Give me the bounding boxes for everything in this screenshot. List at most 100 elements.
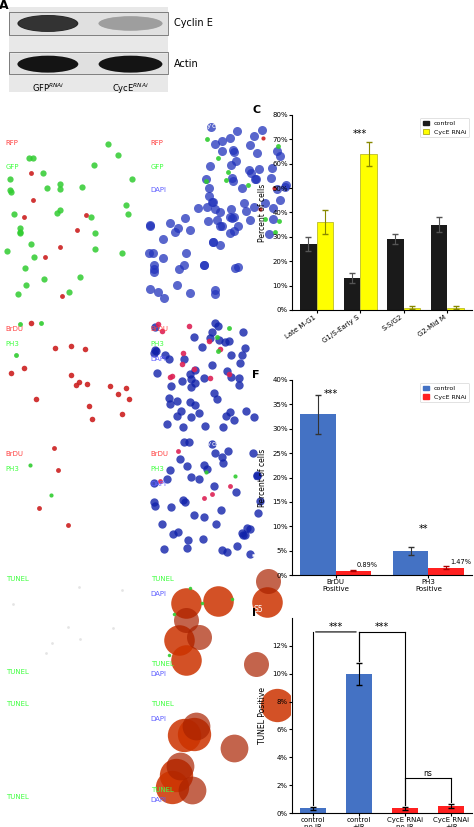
Bar	[431, 225, 447, 310]
Bar	[346, 674, 372, 813]
Text: ***: ***	[324, 390, 338, 399]
Text: **: **	[419, 523, 428, 533]
Text: PH3: PH3	[151, 466, 164, 472]
Legend: control, CycE RNAi: control, CycE RNAi	[420, 118, 469, 137]
Bar	[404, 308, 420, 310]
Text: Actin: Actin	[174, 60, 199, 69]
Text: CycE$^{RNAi}$: CycE$^{RNAi}$	[57, 439, 88, 451]
Ellipse shape	[99, 16, 163, 31]
Text: GFP: GFP	[6, 164, 19, 170]
Bar	[9, 12, 168, 35]
Y-axis label: Percent of cells: Percent of cells	[258, 184, 267, 241]
Bar	[9, 52, 168, 74]
Text: BrDU: BrDU	[6, 326, 24, 332]
Text: B': B'	[151, 121, 160, 130]
Text: GFP$^{RNAi}$: GFP$^{RNAi}$	[32, 81, 64, 93]
Text: S2: S2	[253, 480, 263, 490]
Text: D: D	[6, 313, 13, 323]
Ellipse shape	[19, 16, 77, 31]
Text: S3: S3	[227, 390, 237, 399]
Bar	[447, 308, 464, 310]
Text: DAPI: DAPI	[151, 716, 167, 722]
Text: 0.89%: 0.89%	[357, 562, 378, 568]
Text: TUNEL: TUNEL	[6, 576, 28, 582]
Text: TUNEL: TUNEL	[151, 576, 173, 582]
Text: TUNEL: TUNEL	[6, 701, 28, 707]
Text: S5: S5	[253, 605, 263, 614]
Text: BrDU: BrDU	[6, 452, 24, 457]
Text: ***: ***	[353, 129, 367, 140]
Bar	[428, 568, 464, 575]
Text: DAPI: DAPI	[151, 187, 167, 194]
Text: S5: S5	[253, 730, 263, 739]
Text: Control: Control	[60, 313, 85, 320]
Text: CycE$^{RNAi}$: CycE$^{RNAi}$	[112, 81, 149, 95]
Bar	[9, 12, 168, 35]
Bar	[438, 805, 464, 813]
Bar	[300, 414, 336, 575]
Text: S4: S4	[256, 528, 266, 537]
Text: S5: S5	[227, 243, 237, 252]
Text: S4: S4	[227, 766, 237, 775]
Text: B: B	[6, 121, 13, 130]
Text: CycE$^{RNAi}$: CycE$^{RNAi}$	[202, 689, 233, 701]
Text: TUNEL: TUNEL	[151, 786, 173, 792]
Text: DAPI: DAPI	[151, 796, 167, 802]
Text: S4: S4	[253, 189, 263, 198]
Ellipse shape	[18, 15, 78, 32]
Text: 1.47%: 1.47%	[450, 559, 471, 565]
Text: ns: ns	[424, 769, 433, 778]
Text: TUNEL: TUNEL	[151, 662, 173, 667]
Text: RFP: RFP	[6, 141, 18, 146]
Ellipse shape	[18, 55, 78, 73]
Bar	[344, 279, 360, 310]
Ellipse shape	[99, 17, 163, 31]
Text: Control: Control	[205, 313, 230, 320]
Bar	[387, 239, 404, 310]
Text: ***: ***	[375, 622, 389, 632]
Text: BrDU: BrDU	[151, 326, 169, 332]
Bar	[336, 571, 371, 575]
Text: F: F	[252, 370, 260, 380]
Text: BrDU: BrDU	[151, 452, 169, 457]
Text: CycE$^{RNAi}$: CycE$^{RNAi}$	[202, 121, 233, 133]
Text: E': E'	[151, 439, 160, 447]
Text: G': G'	[151, 564, 161, 573]
Text: S2: S2	[253, 356, 263, 365]
Text: S4: S4	[227, 640, 237, 649]
Text: CycE$^{RNAi}$: CycE$^{RNAi}$	[202, 439, 233, 451]
Bar	[9, 54, 168, 74]
Bar	[317, 222, 333, 310]
Text: PH3: PH3	[6, 342, 20, 347]
Bar	[393, 551, 428, 575]
Text: TUNEL: TUNEL	[151, 701, 173, 707]
Text: DAPI: DAPI	[151, 356, 167, 362]
Text: I: I	[252, 608, 256, 619]
Text: DAPI: DAPI	[151, 591, 167, 597]
Text: PH3: PH3	[151, 342, 164, 347]
Text: GFP: GFP	[151, 164, 164, 170]
Text: TUNEL: TUNEL	[6, 669, 28, 675]
Y-axis label: TUNEL Positive: TUNEL Positive	[258, 687, 267, 744]
Bar	[300, 244, 317, 310]
Text: DAPI: DAPI	[151, 672, 167, 677]
Text: S4: S4	[256, 403, 266, 412]
Text: S3: S3	[227, 515, 237, 524]
Y-axis label: Percent of cells: Percent of cells	[258, 448, 267, 507]
Text: Cyclin E: Cyclin E	[174, 18, 213, 28]
Text: D': D'	[151, 313, 161, 323]
Bar	[300, 808, 326, 813]
Bar	[360, 154, 377, 310]
Text: PH3: PH3	[6, 466, 20, 472]
Text: ***: ***	[329, 622, 343, 632]
Text: TUNEL: TUNEL	[6, 794, 28, 800]
Bar	[15, 13, 81, 34]
Text: Control: Control	[60, 564, 85, 570]
Text: H: H	[6, 689, 13, 698]
Bar	[392, 808, 418, 813]
Bar	[9, 7, 168, 93]
Text: E: E	[6, 439, 12, 447]
Legend: control, CycE RNAi: control, CycE RNAi	[420, 383, 469, 403]
Text: CycE$^{RNAi}$: CycE$^{RNAi}$	[57, 121, 88, 133]
Text: A: A	[0, 0, 9, 12]
